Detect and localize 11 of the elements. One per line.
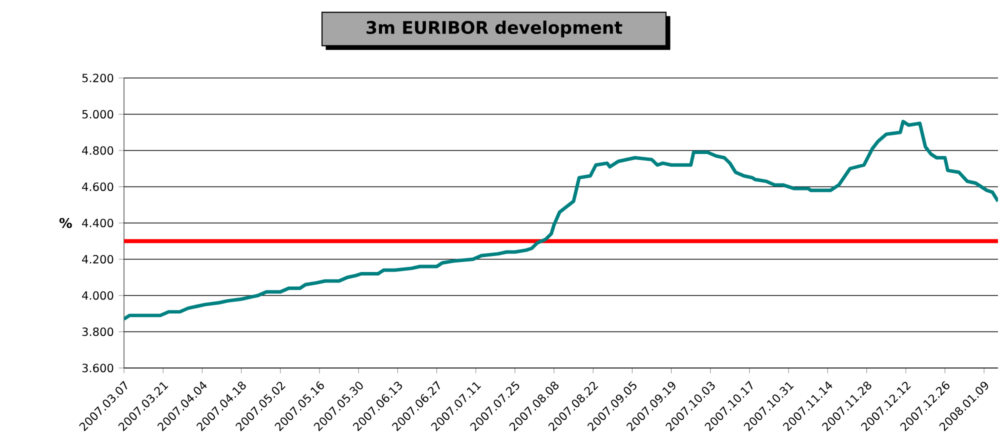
y-tick-label: 3.600: [82, 364, 114, 372]
y-tick-label: 4.800: [82, 146, 114, 155]
y-tick-label: 4.200: [82, 254, 114, 264]
y-tick-label: 4.600: [82, 182, 114, 192]
y-tick-label: 3.800: [82, 327, 114, 336]
y-tick-label: 4.000: [82, 291, 114, 300]
y-tick-label: 5.000: [82, 110, 114, 119]
chart-title: 3m EURIBOR development: [366, 20, 622, 38]
y-tick-label: 4.400: [82, 218, 114, 228]
y-tick-label: 5.200: [82, 74, 114, 82]
y-axis-title: %: [59, 218, 72, 228]
